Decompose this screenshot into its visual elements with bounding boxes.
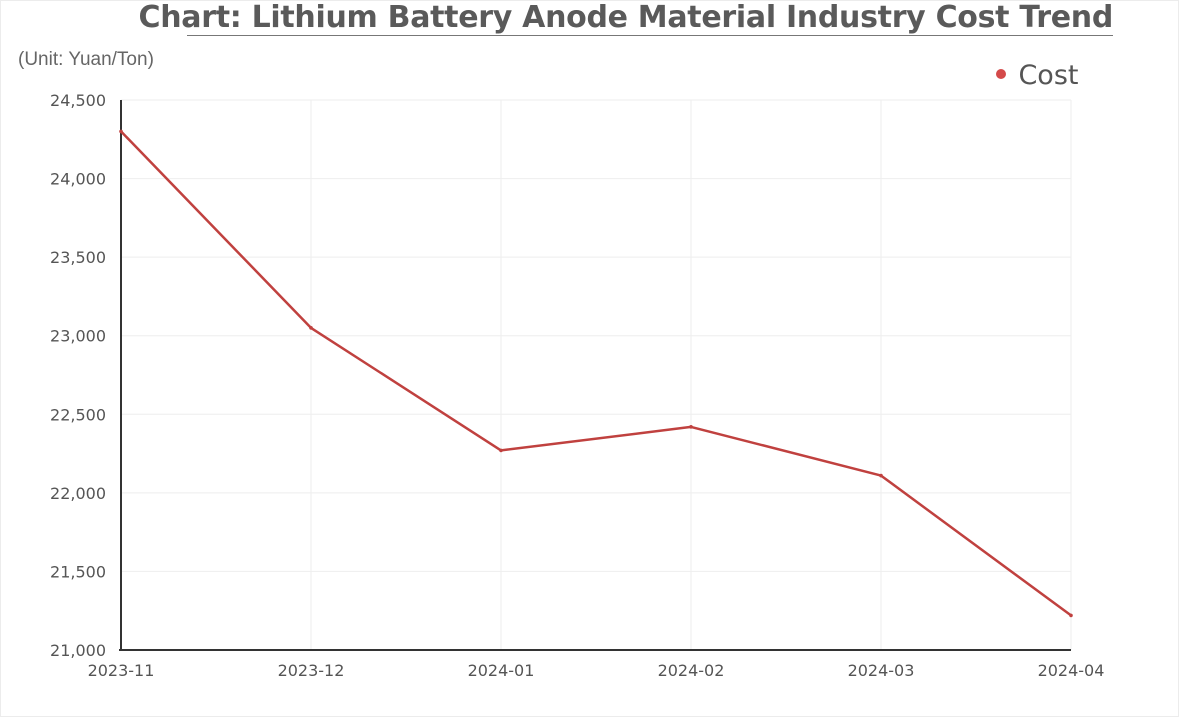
y-tick-label: 22,000 <box>50 484 106 503</box>
legend[interactable]: Cost <box>996 60 1079 91</box>
data-point-cost[interactable] <box>1069 613 1073 618</box>
y-tick-label: 21,500 <box>50 562 106 581</box>
y-tick-label: 23,000 <box>50 327 106 346</box>
data-point-cost[interactable] <box>499 448 503 453</box>
y-tick-label: 24,000 <box>50 170 106 189</box>
x-tick-label: 2024-04 <box>1038 661 1105 680</box>
x-tick-labels: 2023-11 2023-12 2024-01 2024-02 2024-03 2024-… <box>88 661 1105 680</box>
x-tick-label: 2024-02 <box>658 661 725 680</box>
axes <box>119 100 1071 651</box>
legend-marker-cost <box>996 68 1006 79</box>
unit-label: (Unit: Yuan/Ton) <box>18 49 154 70</box>
legend-label-cost: Cost <box>1018 60 1079 91</box>
data-point-cost[interactable] <box>119 129 123 134</box>
chart-title: Chart: Lithium Battery Anode Material In… <box>138 0 1113 35</box>
y-tick-label: 21,000 <box>50 641 106 660</box>
title-underline <box>187 35 1113 36</box>
y-tick-labels: 21,000 21,500 22,000 22,500 23,000 23,500 24,0… <box>50 91 106 660</box>
y-tick-label: 23,500 <box>50 248 106 267</box>
series-line-cost <box>119 130 1073 617</box>
y-tick-label: 24,500 <box>50 91 106 110</box>
x-tick-label: 2024-01 <box>468 661 535 680</box>
data-point-cost[interactable] <box>689 425 693 429</box>
x-tick-label: 2023-11 <box>88 661 155 680</box>
series-cost <box>119 129 1073 618</box>
data-point-cost[interactable] <box>879 473 883 478</box>
grid-lines <box>121 99 1072 650</box>
y-tick-label: 22,500 <box>50 405 106 424</box>
x-tick-label: 2024-03 <box>848 661 915 680</box>
data-point-cost[interactable] <box>309 326 313 330</box>
x-tick-label: 2023-12 <box>278 661 345 680</box>
